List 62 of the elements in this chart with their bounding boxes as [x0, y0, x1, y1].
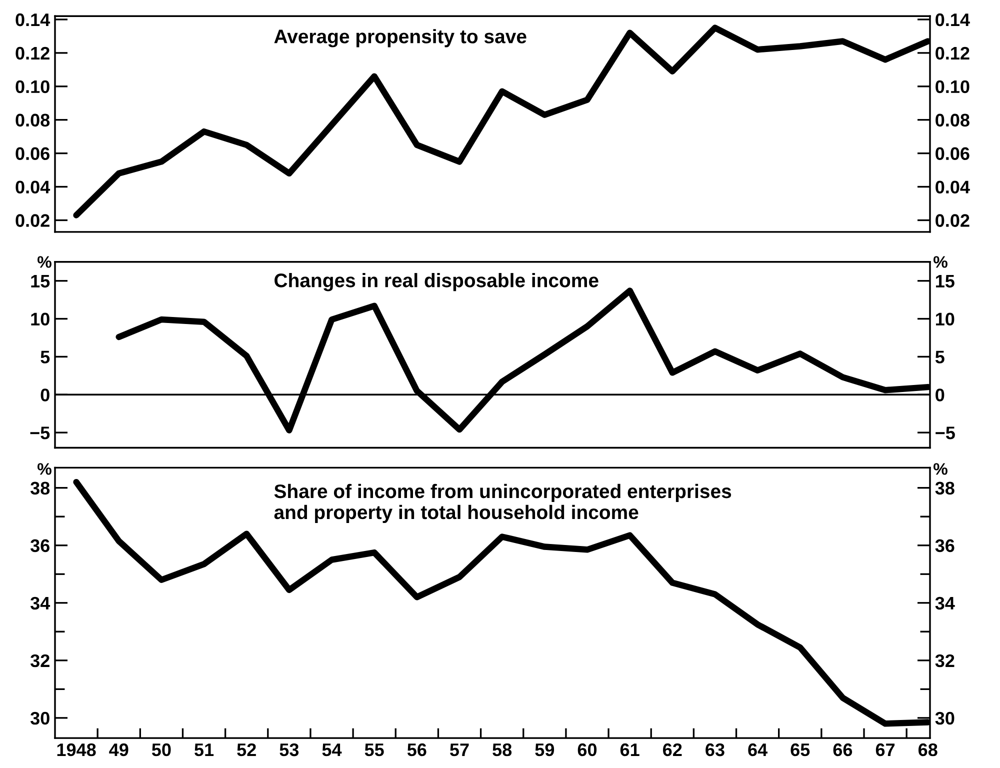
y2-tick-label: 0.10: [936, 80, 970, 94]
text: Changes in real disposable income: [274, 273, 598, 292]
y-tick-label: 0.14: [16, 13, 50, 26]
x-tick-label: 57: [450, 744, 469, 756]
x-tick-label: 54: [322, 744, 342, 756]
y-tick-label: 0.12: [16, 46, 50, 60]
y-tick-label: 15: [31, 274, 50, 288]
x-tick-label: 51: [194, 744, 214, 756]
y2-tick-label: 10: [936, 312, 954, 326]
y2-tick-label: 5: [935, 350, 944, 364]
y-tick-label: 10: [31, 312, 50, 326]
y-tick-label: 32: [30, 654, 50, 668]
x-tick-label: 1948: [57, 743, 96, 756]
y2-tick-label: 32: [935, 654, 954, 668]
x-tick-label: 65: [790, 743, 810, 756]
y2-tick-label: 0.08: [936, 114, 970, 127]
y-tick-label: 34: [30, 596, 50, 610]
y-tick-label: 5: [40, 350, 50, 364]
y2-axis-title: %: [934, 256, 948, 268]
x-tick-label: 56: [407, 743, 426, 756]
text: Average propensity to save: [274, 29, 526, 48]
x-tick-label: 52: [237, 743, 256, 756]
x-tick-label: 53: [280, 743, 299, 756]
y2-tick-label: 0.04: [936, 180, 970, 194]
y2-tick-label: 30: [935, 712, 954, 725]
y2-tick-label: 38: [935, 482, 954, 495]
x-tick-label: 64: [748, 743, 768, 756]
x-tick-label: 67: [876, 743, 895, 756]
text: Share of income from unincorporated enterprises and property in total household income: [274, 484, 732, 523]
y2-tick-label: 34: [935, 596, 955, 610]
y-axis-title: %: [38, 256, 52, 268]
y-tick-label: 0.10: [16, 80, 50, 94]
y-tick-label: 36: [30, 539, 50, 552]
x-tick-label: 61: [620, 743, 640, 756]
y2-tick-label: 15: [936, 274, 954, 288]
y-tick-label: −5: [30, 426, 50, 440]
y-tick-label: 30: [30, 712, 50, 725]
y2-axis-title: %: [934, 463, 948, 475]
y2-tick-label: −5: [936, 426, 955, 440]
y2-tick-label: 0.12: [936, 46, 970, 60]
y-tick-label: 0.04: [16, 180, 50, 194]
x-tick-label: 63: [706, 743, 724, 756]
x-tick-label: 68: [918, 743, 938, 756]
x-tick-label: 50: [152, 743, 171, 756]
y2-tick-label: 0.14: [936, 13, 970, 26]
x-tick-label: 59: [535, 743, 554, 756]
y-axis-title: %: [38, 463, 52, 475]
x-tick-label: 66: [833, 743, 852, 756]
y2-tick-label: 0.06: [936, 147, 970, 160]
y-tick-label: 0.02: [16, 214, 50, 227]
y-tick-label: 0.08: [16, 114, 50, 127]
x-tick-label: 55: [364, 744, 384, 756]
y2-tick-label: 0: [936, 388, 944, 402]
x-tick-label: 58: [492, 743, 512, 756]
y2-tick-label: 36: [935, 539, 954, 552]
y-tick-label: 38: [30, 482, 50, 495]
y-tick-label: 0.06: [16, 147, 50, 160]
y-tick-label: 0: [40, 388, 50, 402]
y2-tick-label: 0.02: [936, 214, 970, 227]
x-tick-label: 60: [578, 743, 597, 756]
x-tick-label: 62: [663, 743, 682, 756]
x-tick-label: 49: [109, 743, 128, 756]
